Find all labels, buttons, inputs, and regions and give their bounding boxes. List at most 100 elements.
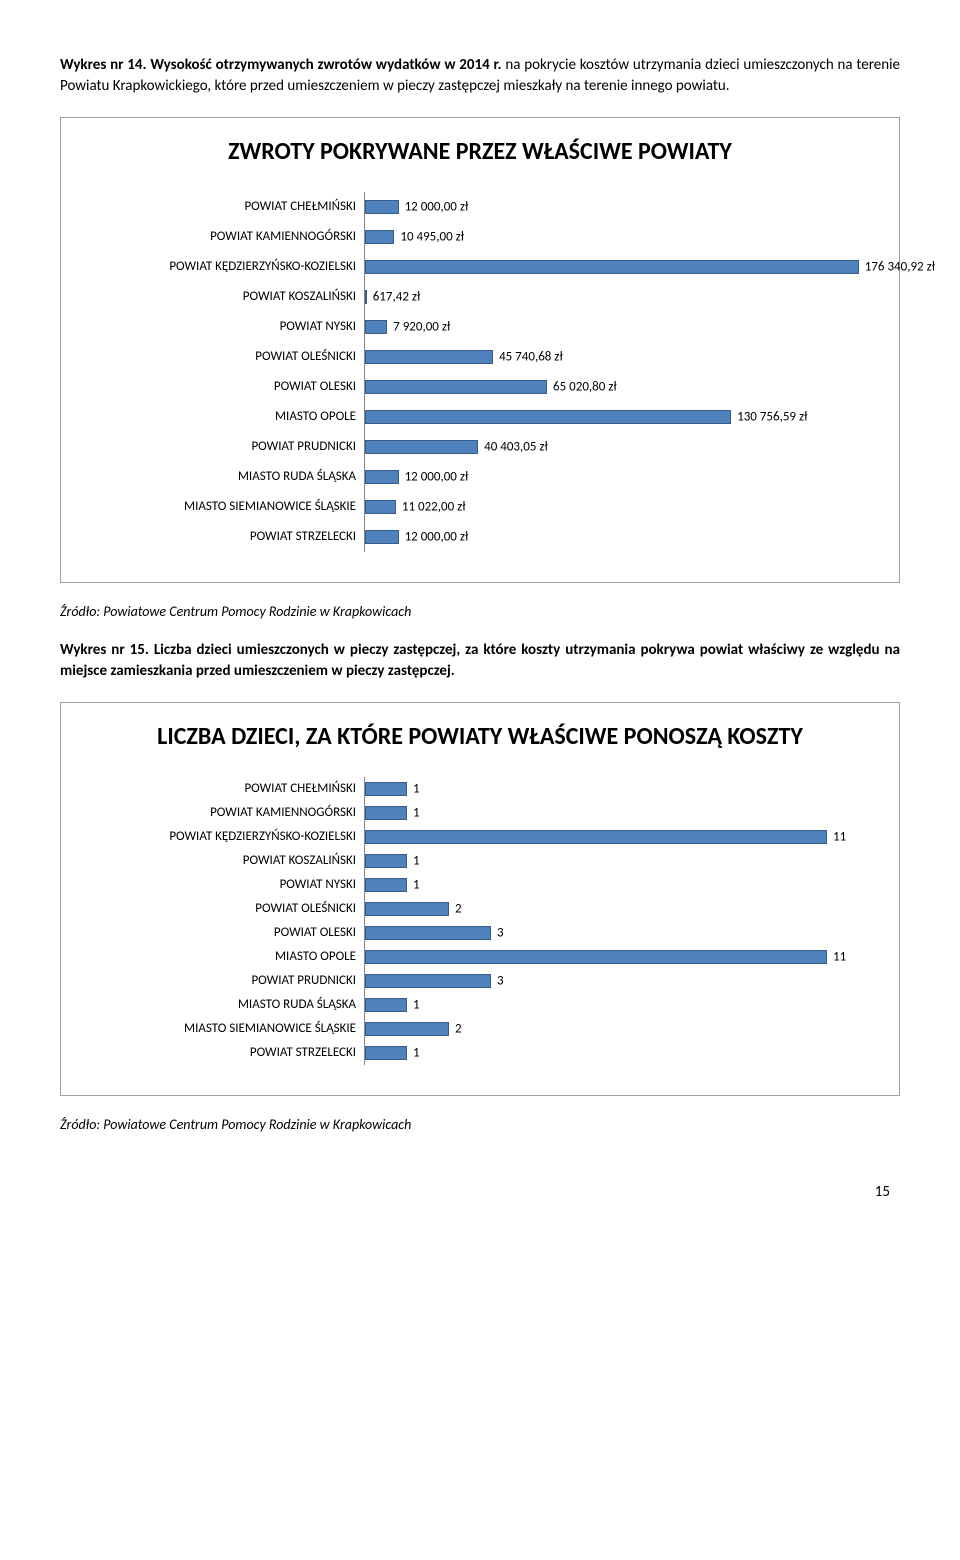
bar [365, 350, 493, 364]
bar [365, 1046, 407, 1060]
chart-row: MIASTO OPOLE 11 [91, 945, 869, 969]
category-label: MIASTO RUDA ŚLĄSKA [91, 469, 364, 484]
intro-paragraph-1: Wykres nr 14. Wysokość otrzymywanych zwr… [60, 55, 900, 97]
chart-row: POWIAT OLESKI3 [91, 921, 869, 945]
category-label: POWIAT PRUDNICKI [91, 973, 364, 988]
bar-track: 1 [364, 873, 869, 897]
chart-row: MIASTO RUDA ŚLĄSKA 12 000,00 zł [91, 462, 869, 492]
intro-1-bold: Wykres nr 14. Wysokość otrzymywanych zwr… [60, 56, 502, 74]
bar [365, 830, 827, 844]
chart-row: POWIAT KOSZALIŃSKI1 [91, 849, 869, 873]
bar [365, 500, 396, 514]
chart-1-title: ZWROTY POKRYWANE PRZEZ WŁAŚCIWE POWIATY [91, 138, 869, 167]
bar [365, 998, 407, 1012]
chart-row: MIASTO SIEMIANOWICE ŚLĄSKIE 11 022,00 zł [91, 492, 869, 522]
bar-track: 10 495,00 zł [364, 222, 869, 252]
category-label: POWIAT CHEŁMIŃSKI [91, 781, 364, 796]
chart-row: POWIAT KĘDZIERZYŃSKO-KOZIELSKI 11 [91, 825, 869, 849]
value-label: 65 020,80 zł [553, 379, 617, 394]
bar-track: 2 [364, 897, 869, 921]
bar [365, 1022, 449, 1036]
chart-row: POWIAT CHEŁMIŃSKI 1 [91, 777, 869, 801]
category-label: POWIAT OLEŚNICKI [91, 349, 364, 364]
category-label: POWIAT NYSKI [91, 319, 364, 334]
value-label: 1 [413, 781, 420, 796]
value-label: 11 [833, 829, 846, 844]
value-label: 1 [413, 997, 420, 1012]
value-label: 2 [455, 901, 462, 916]
bar-track: 7 920,00 zł [364, 312, 869, 342]
category-label: MIASTO OPOLE [91, 949, 364, 964]
category-label: POWIAT STRZELECKI [91, 1045, 364, 1060]
bar [365, 200, 399, 214]
bar [365, 410, 731, 424]
value-label: 11 022,00 zł [402, 499, 466, 514]
value-label: 176 340,92 zł [865, 259, 935, 274]
chart-2-title: LICZBA DZIECI, ZA KTÓRE POWIATY WŁAŚCIWE… [91, 723, 869, 752]
category-label: POWIAT PRUDNICKI [91, 439, 364, 454]
bar-track: 11 [364, 945, 869, 969]
bar-track: 130 756,59 zł [364, 402, 869, 432]
category-label: MIASTO RUDA ŚLĄSKA [91, 997, 364, 1012]
value-label: 1 [413, 1045, 420, 1060]
value-label: 11 [833, 949, 846, 964]
bar-track: 1 [364, 849, 869, 873]
value-label: 10 495,00 zł [400, 229, 464, 244]
bar-track: 1 [364, 993, 869, 1017]
bar-track: 45 740,68 zł [364, 342, 869, 372]
category-label: POWIAT KĘDZIERZYŃSKO-KOZIELSKI [91, 829, 364, 844]
chart-row: POWIAT STRZELECKI12 000,00 zł [91, 522, 869, 552]
value-label: 1 [413, 877, 420, 892]
value-label: 40 403,05 zł [484, 439, 548, 454]
source-1: Źródło: Powiatowe Centrum Pomocy Rodzini… [60, 603, 900, 620]
value-label: 3 [497, 973, 504, 988]
bar [365, 380, 547, 394]
bar [365, 902, 449, 916]
chart-row: POWIAT KAMIENNOGÓRSKI 10 495,00 zł [91, 222, 869, 252]
category-label: POWIAT OLESKI [91, 379, 364, 394]
value-label: 12 000,00 zł [405, 469, 469, 484]
value-label: 45 740,68 zł [499, 349, 563, 364]
chart-row: POWIAT KOSZALIŃSKI617,42 zł [91, 282, 869, 312]
bar-track: 11 022,00 zł [364, 492, 869, 522]
chart-2-rows: POWIAT CHEŁMIŃSKI1POWIAT KAMIENNOGÓRSKI1… [91, 777, 869, 1065]
bar [365, 806, 407, 820]
bar-track: 176 340,92 zł [364, 252, 869, 282]
bar-track: 65 020,80 zł [364, 372, 869, 402]
category-label: POWIAT KAMIENNOGÓRSKI [91, 229, 364, 244]
bar [365, 530, 399, 544]
value-label: 2 [455, 1021, 462, 1036]
category-label: POWIAT KOSZALIŃSKI [91, 853, 364, 868]
chart-row: POWIAT KAMIENNOGÓRSKI1 [91, 801, 869, 825]
value-label: 617,42 zł [373, 289, 420, 304]
bar-track: 617,42 zł [364, 282, 869, 312]
bar-track: 3 [364, 969, 869, 993]
bar-track: 2 [364, 1017, 869, 1041]
value-label: 12 000,00 zł [405, 529, 469, 544]
chart-row: POWIAT PRUDNICKI 3 [91, 969, 869, 993]
bar [365, 230, 394, 244]
chart-row: POWIAT NYSKI7 920,00 zł [91, 312, 869, 342]
chart-row: POWIAT NYSKI1 [91, 873, 869, 897]
category-label: MIASTO SIEMIANOWICE ŚLĄSKIE [91, 499, 364, 514]
bar-track: 12 000,00 zł [364, 192, 869, 222]
chart-row: POWIAT PRUDNICKI 40 403,05 zł [91, 432, 869, 462]
bar-track: 1 [364, 1041, 869, 1065]
chart-2-frame: LICZBA DZIECI, ZA KTÓRE POWIATY WŁAŚCIWE… [60, 702, 900, 1096]
bar-track: 3 [364, 921, 869, 945]
bar [365, 950, 827, 964]
source-2: Źródło: Powiatowe Centrum Pomocy Rodzini… [60, 1116, 900, 1133]
bar [365, 854, 407, 868]
chart-row: MIASTO OPOLE130 756,59 zł [91, 402, 869, 432]
bar-track: 12 000,00 zł [364, 522, 869, 552]
category-label: POWIAT KĘDZIERZYŃSKO-KOZIELSKI [91, 259, 364, 274]
chart-row: POWIAT OLESKI 65 020,80 zł [91, 372, 869, 402]
bar [365, 290, 367, 304]
bar [365, 974, 491, 988]
bar [365, 320, 387, 334]
chart-row: POWIAT OLEŚNICKI2 [91, 897, 869, 921]
category-label: POWIAT KAMIENNOGÓRSKI [91, 805, 364, 820]
bar [365, 470, 399, 484]
bar [365, 782, 407, 796]
category-label: MIASTO SIEMIANOWICE ŚLĄSKIE [91, 1021, 364, 1036]
